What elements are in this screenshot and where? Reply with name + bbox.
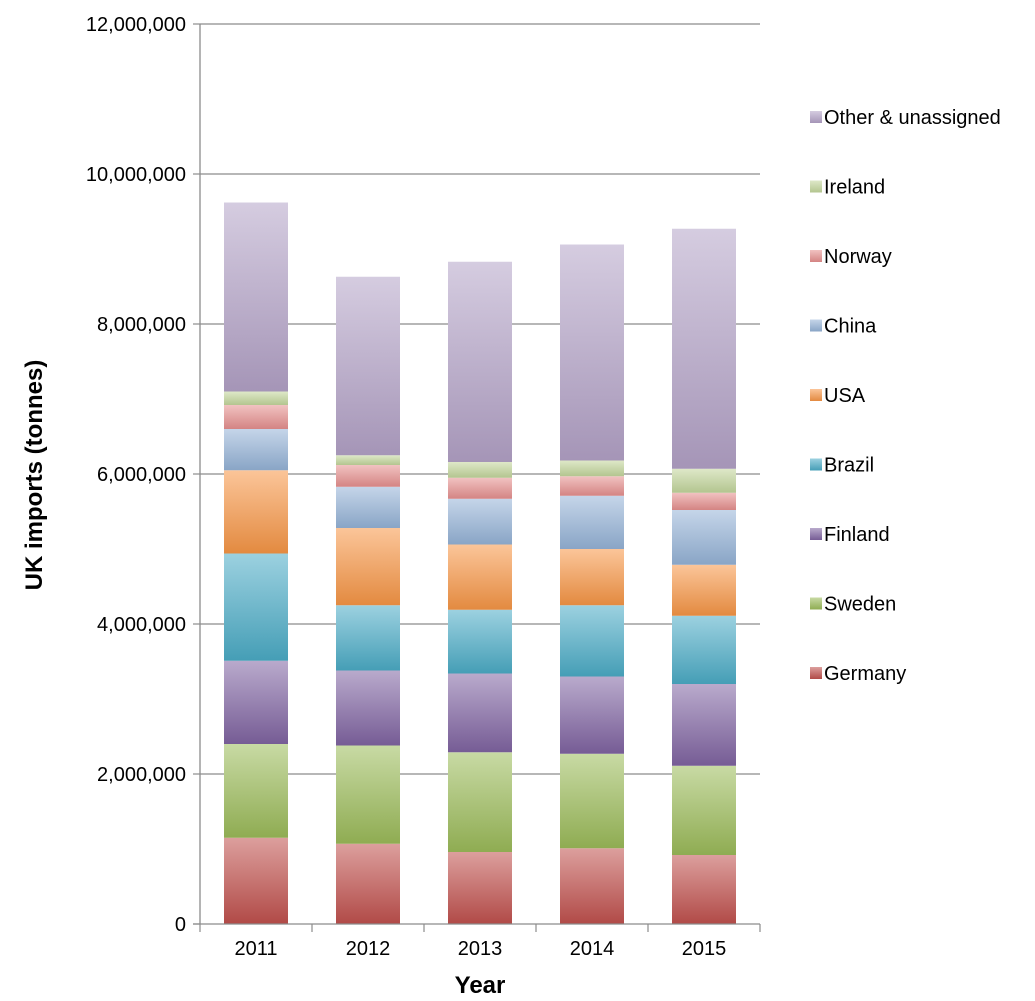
bar-finland-2014 [560, 676, 624, 754]
x-tick-label: 2012 [346, 938, 391, 960]
bar-usa-2013 [448, 544, 512, 610]
bar-germany-2015 [672, 855, 736, 924]
bar-norway-2014 [560, 476, 624, 496]
bar-other-unassigned-2012 [336, 276, 400, 456]
bar-brazil-2013 [448, 609, 512, 674]
y-tick-label: 8,000,000 [97, 314, 186, 336]
bar-china-2015 [672, 510, 736, 565]
y-tick-labels: 0 2,000,000 4,000,000 6,000,000 8,000,000 10,… [86, 14, 186, 936]
bar-usa-2015 [672, 564, 736, 616]
legend-swatch [810, 111, 822, 123]
bar-usa-2014 [560, 549, 624, 606]
bar-brazil-2012 [336, 605, 400, 671]
legend-swatch [810, 250, 822, 262]
y-tick-label: 0 [175, 914, 186, 936]
bar-usa-2012 [336, 528, 400, 606]
bar-finland-2015 [672, 684, 736, 766]
bar-finland-2012 [336, 670, 400, 746]
bar-china-2011 [224, 429, 288, 471]
bar-brazil-2011 [224, 553, 288, 661]
legend-swatch [810, 597, 822, 610]
bar-norway-2011 [224, 405, 288, 429]
legend-swatch [810, 458, 822, 471]
bar-sweden-2011 [224, 744, 288, 838]
legend-label: Finland [824, 524, 890, 546]
x-tick-label: 2015 [682, 938, 727, 960]
bar-sweden-2014 [560, 753, 624, 849]
legend-label: Ireland [824, 177, 885, 199]
y-axis-title: UK imports (tonnes) [21, 360, 48, 591]
bar-norway-2013 [448, 477, 512, 499]
bar-sweden-2013 [448, 752, 512, 852]
bar-china-2013 [448, 498, 512, 545]
bar-brazil-2015 [672, 615, 736, 684]
legend-swatch [810, 389, 822, 401]
bar-norway-2015 [672, 492, 736, 510]
bar-ireland-2013 [448, 462, 512, 478]
axes [193, 23, 761, 932]
y-tick-label: 2,000,000 [97, 764, 186, 786]
bar-germany-2014 [560, 848, 624, 924]
y-tick-label: 12,000,000 [86, 14, 186, 36]
legend-label: Germany [824, 663, 906, 685]
bars [224, 202, 736, 924]
bar-other-unassigned-2014 [560, 244, 624, 461]
bar-brazil-2014 [560, 605, 624, 677]
bar-ireland-2012 [336, 455, 400, 465]
legend-label: USA [824, 385, 866, 407]
bar-sweden-2015 [672, 765, 736, 855]
bar-usa-2011 [224, 470, 288, 554]
legend-swatch [810, 667, 822, 679]
bar-ireland-2015 [672, 468, 736, 493]
x-tick-labels: 2011 2012 2013 2014 2015 [234, 938, 726, 960]
bar-germany-2013 [448, 852, 512, 924]
y-tick-label: 6,000,000 [97, 464, 186, 486]
y-tick-label: 4,000,000 [97, 614, 186, 636]
bar-finland-2011 [224, 660, 288, 744]
legend-swatch [810, 319, 822, 332]
legend-label: Other & unassigned [824, 107, 1001, 129]
legend-label: Sweden [824, 594, 896, 616]
bar-other-unassigned-2015 [672, 228, 736, 469]
x-tick-label: 2011 [234, 938, 277, 960]
bar-china-2012 [336, 486, 400, 528]
bar-finland-2013 [448, 673, 512, 753]
legend-label: China [824, 316, 877, 338]
legend-swatch [810, 180, 822, 193]
y-tick-label: 10,000,000 [86, 164, 186, 186]
bar-other-unassigned-2013 [448, 261, 512, 462]
legend-label: Norway [824, 246, 892, 268]
bar-norway-2012 [336, 465, 400, 487]
bar-other-unassigned-2011 [224, 202, 288, 392]
x-tick-label: 2013 [458, 938, 503, 960]
x-tick-label: 2014 [570, 938, 615, 960]
legend: Other & unassigned Ireland Norway China USA B… [810, 107, 1001, 685]
legend-swatch [810, 528, 822, 540]
legend-label: Brazil [824, 455, 874, 477]
x-axis-title: Year [455, 972, 506, 999]
bar-ireland-2014 [560, 460, 624, 477]
bar-germany-2011 [224, 837, 288, 924]
bar-germany-2012 [336, 843, 400, 924]
bar-ireland-2011 [224, 391, 288, 405]
bar-sweden-2012 [336, 745, 400, 844]
bar-china-2014 [560, 495, 624, 549]
